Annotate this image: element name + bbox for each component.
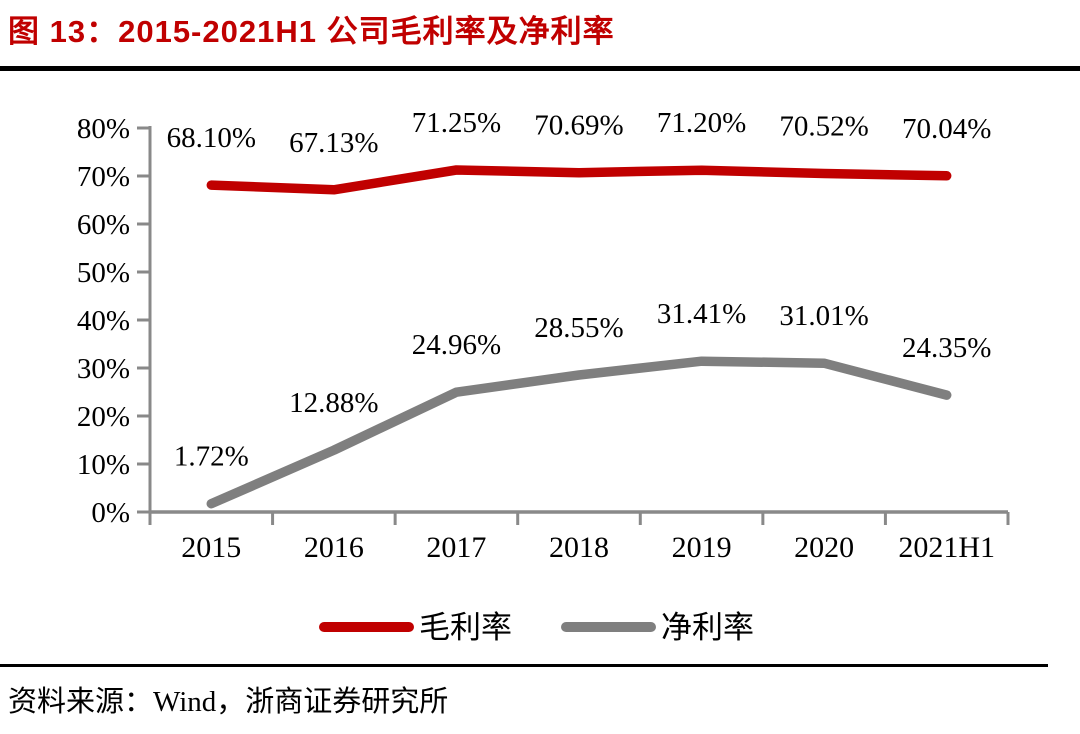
x-axis-category-label: 2019	[672, 531, 732, 564]
data-label-毛利率: 70.04%	[902, 113, 991, 145]
series-line-净利率	[206, 356, 952, 509]
legend-label-净利率: 净利率	[661, 610, 754, 645]
y-axis-tick-label: 20%	[77, 401, 130, 433]
data-label-毛利率: 71.25%	[412, 107, 501, 139]
source-divider-rule	[0, 664, 1048, 667]
data-label-毛利率: 71.20%	[657, 107, 746, 139]
x-axis-category-label: 2017	[426, 531, 486, 564]
y-axis-tick-label: 40%	[77, 305, 130, 337]
data-label-净利率: 24.96%	[412, 329, 501, 361]
figure-source: 资料来源：Wind，浙商证券研究所	[8, 686, 449, 718]
data-label-毛利率: 67.13%	[289, 127, 378, 159]
data-label-毛利率: 68.10%	[167, 122, 256, 154]
data-label-净利率: 12.88%	[289, 387, 378, 419]
y-axis-tick-label: 50%	[77, 257, 130, 289]
data-label-毛利率: 70.52%	[779, 111, 868, 143]
data-label-净利率: 31.01%	[779, 300, 868, 332]
y-axis-tick-label: 0%	[91, 497, 130, 529]
y-axis-tick-label: 10%	[77, 449, 130, 481]
data-label-毛利率: 70.69%	[534, 110, 623, 142]
data-label-净利率: 28.55%	[534, 312, 623, 344]
x-axis-category-label: 2021H1	[898, 531, 995, 564]
title-divider-rule	[0, 66, 1080, 71]
x-axis-category-label: 2020	[794, 531, 854, 564]
figure-title: 图 13：2015-2021H1 公司毛利率及净利率	[8, 14, 615, 49]
x-axis-category-label: 2018	[549, 531, 609, 564]
x-axis-category-label: 2016	[304, 531, 364, 564]
y-axis-tick-label: 70%	[77, 161, 130, 193]
x-axis-category-label: 2015	[181, 531, 241, 564]
data-label-净利率: 31.41%	[657, 298, 746, 330]
data-label-净利率: 24.35%	[902, 332, 991, 364]
y-axis-tick-label: 60%	[77, 209, 130, 241]
series-line-毛利率	[206, 165, 952, 195]
data-label-净利率: 1.72%	[174, 441, 249, 473]
y-axis-tick-label: 80%	[77, 113, 130, 145]
legend-label-毛利率: 毛利率	[419, 610, 512, 645]
y-axis-tick-label: 30%	[77, 353, 130, 385]
